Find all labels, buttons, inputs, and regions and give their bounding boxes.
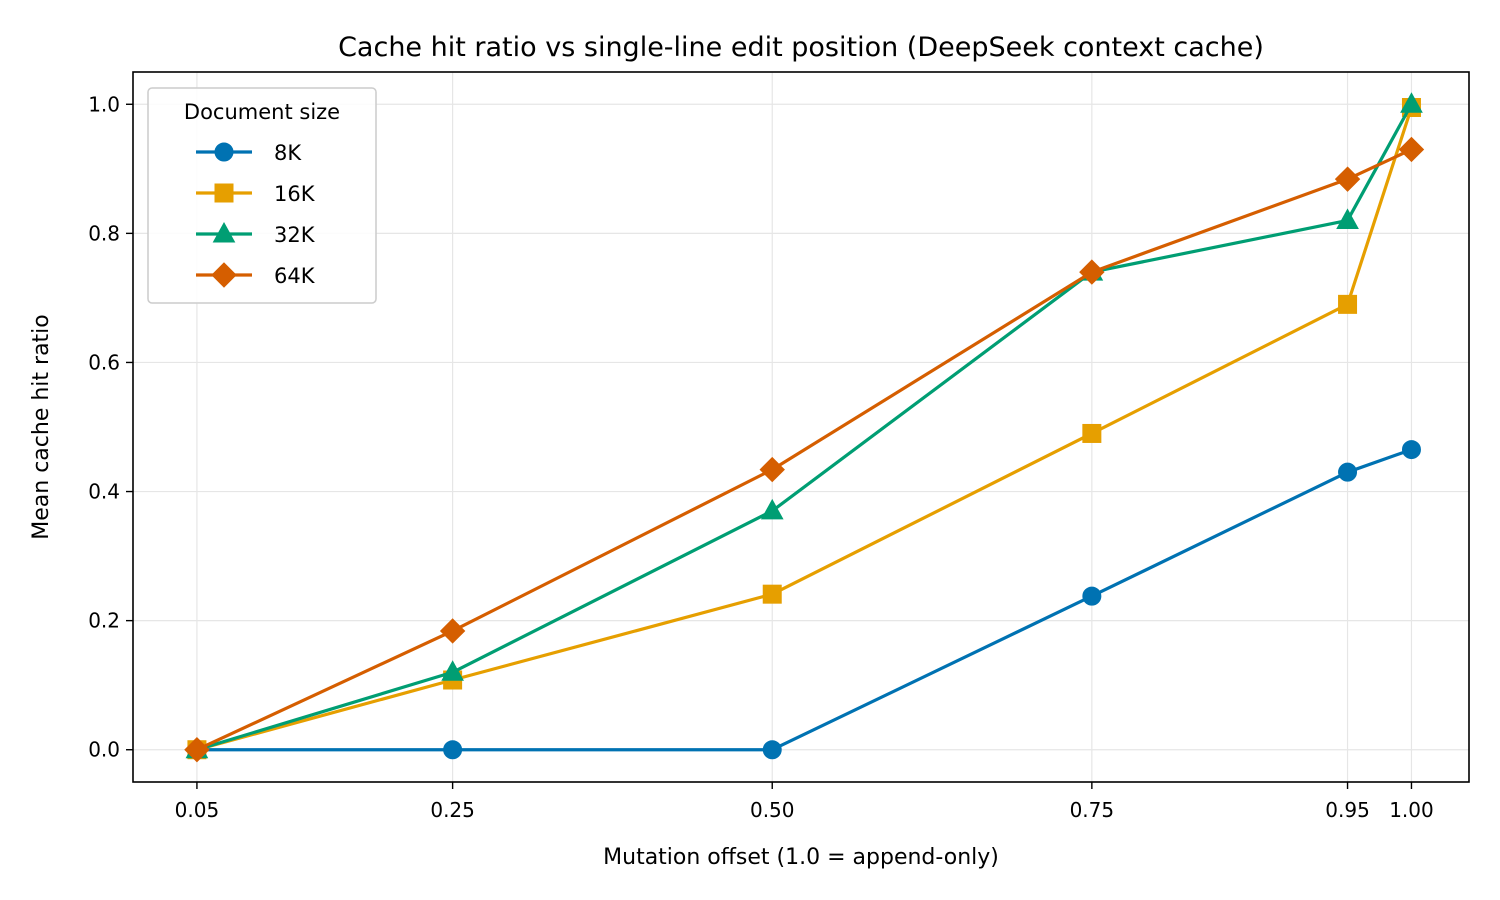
- y-tick-label: 0.4: [88, 480, 120, 504]
- data-point-8k: [1082, 586, 1102, 606]
- legend-title: Document size: [184, 100, 340, 124]
- legend-marker-16k: [214, 183, 234, 203]
- data-point-32k: [441, 660, 464, 681]
- series-line-64k: [196, 148, 1413, 752]
- data-point-64k: [1398, 136, 1425, 163]
- data-point-16k: [1082, 423, 1102, 443]
- data-point-8k: [1338, 462, 1358, 482]
- data-point-32k: [1336, 208, 1359, 229]
- series-layer: [184, 92, 1425, 763]
- chart-title: Cache hit ratio vs single-line edit posi…: [338, 32, 1264, 63]
- x-axis-ticks: 0.05 0.25 0.50 0.75 0.95 1.00: [175, 782, 1434, 822]
- y-tick-label: 0.8: [88, 221, 120, 245]
- x-tick-label: 0.95: [1325, 798, 1370, 822]
- x-tick-label: 1.00: [1389, 798, 1434, 822]
- x-tick-label: 0.75: [1070, 798, 1115, 822]
- series-line-16k: [196, 107, 1413, 752]
- legend-marker-32k: [212, 221, 236, 243]
- x-tick-label: 0.05: [175, 798, 220, 822]
- data-point-64k: [439, 618, 466, 644]
- legend-item-64k: 64K: [196, 262, 316, 288]
- data-point-64k: [184, 737, 210, 763]
- legend-marker-64k: [211, 262, 237, 288]
- series-line-8k: [196, 448, 1413, 752]
- data-point-8k: [762, 740, 782, 760]
- plot-frame: [132, 71, 1470, 783]
- x-tick-label: 0.50: [750, 798, 795, 822]
- data-point-8k: [443, 740, 463, 760]
- legend-marker-8k: [214, 142, 234, 162]
- data-point-64k: [1079, 259, 1105, 285]
- legend-label-16k: 16K: [274, 182, 316, 206]
- y-tick-label: 0.0: [88, 738, 120, 762]
- series-line-32k: [196, 103, 1413, 752]
- legend-item-32k: 32K: [196, 221, 316, 247]
- data-point-8k: [1401, 440, 1421, 460]
- legend-label-32k: 32K: [274, 223, 316, 247]
- data-point-64k: [759, 456, 785, 483]
- y-axis-ticks: 0.0 0.2 0.4 0.6 0.8 1.0: [88, 92, 133, 762]
- x-tick-label: 0.25: [430, 798, 475, 822]
- legend-items: 8K 16K 32K 64K: [196, 141, 316, 288]
- y-axis-label: Mean cache hit ratio: [29, 314, 54, 539]
- legend-label-64k: 64K: [274, 264, 316, 288]
- data-point-16k: [1338, 294, 1358, 314]
- data-point-16k: [762, 584, 782, 604]
- data-point-32k: [1400, 92, 1423, 113]
- legend-item-8k: 8K: [196, 141, 302, 165]
- data-point-64k: [1334, 166, 1361, 192]
- legend-item-16k: 16K: [196, 182, 316, 206]
- y-tick-label: 0.2: [88, 609, 120, 633]
- data-point-32k: [760, 498, 784, 520]
- legend-label-8k: 8K: [274, 141, 302, 165]
- x-axis-label: Mutation offset (1.0 = append-only): [603, 845, 999, 870]
- series-64k: [184, 136, 1425, 763]
- y-tick-label: 0.6: [88, 350, 120, 374]
- y-tick-label: 1.0: [88, 92, 120, 116]
- legend: Document size 8K 16K 32K 64K: [147, 87, 377, 304]
- legend-box: [147, 87, 377, 304]
